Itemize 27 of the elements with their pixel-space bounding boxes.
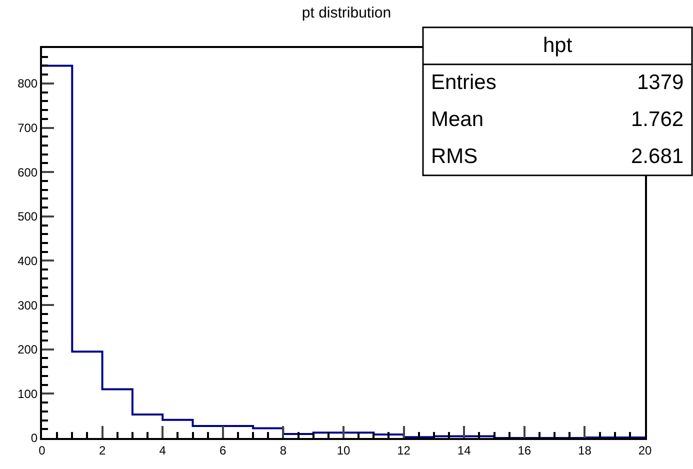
x-tick-label: 18 bbox=[578, 443, 592, 458]
y-tick-label: 700 bbox=[18, 120, 38, 135]
x-tick-label: 20 bbox=[638, 443, 652, 458]
annotation: 1379 bbox=[637, 71, 684, 94]
annotation: RMS bbox=[431, 145, 478, 168]
x-tick-label: 4 bbox=[159, 443, 166, 458]
chart-title: pt distribution bbox=[302, 4, 392, 22]
annotation: 1.762 bbox=[631, 108, 684, 131]
y-tick-label: 0 bbox=[30, 431, 38, 446]
y-tick-label: 300 bbox=[18, 298, 38, 312]
x-tick-label: 12 bbox=[397, 443, 411, 458]
x-tick-label: 6 bbox=[220, 443, 227, 458]
x-tick-label: 16 bbox=[518, 443, 532, 458]
annotation: Entries bbox=[431, 71, 496, 94]
x-tick-label: 10 bbox=[336, 443, 350, 458]
x-tick-label: 14 bbox=[457, 443, 472, 458]
y-tick-label: 400 bbox=[18, 254, 38, 268]
y-tick-label: 800 bbox=[18, 76, 38, 91]
y-tick-label: 100 bbox=[18, 386, 38, 401]
y-tick-label: 200 bbox=[18, 342, 38, 357]
annotation: 2.681 bbox=[631, 145, 684, 168]
y-tick-label: 600 bbox=[18, 165, 38, 180]
annotation: hpt bbox=[543, 34, 572, 57]
x-tick-label: 2 bbox=[98, 443, 106, 458]
y-tick-label: 500 bbox=[18, 210, 38, 224]
x-tick-label: 8 bbox=[280, 443, 287, 458]
annotation: Mean bbox=[431, 108, 484, 131]
